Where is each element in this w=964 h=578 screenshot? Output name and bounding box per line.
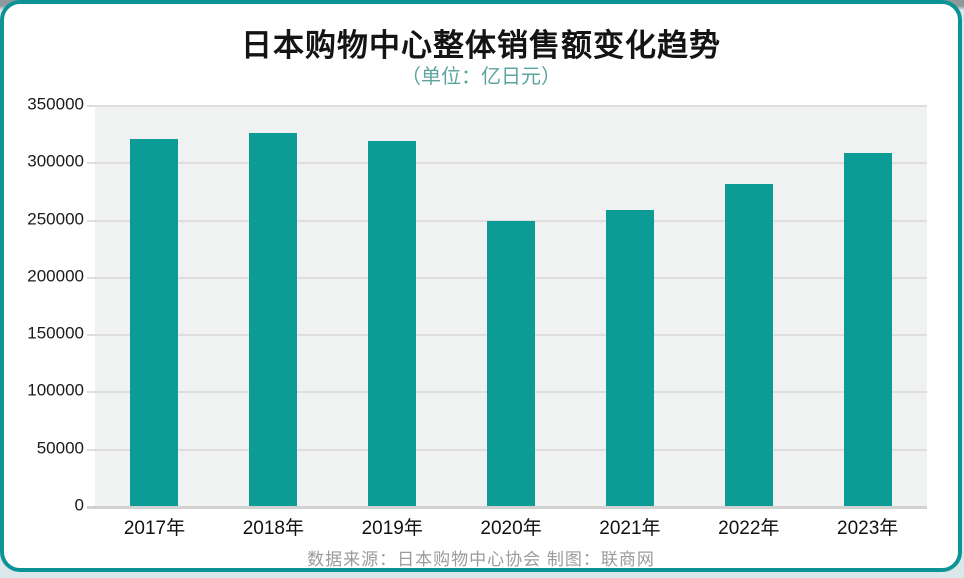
x-tick-label: 2019年 xyxy=(361,518,423,539)
y-tick-label: 350000 xyxy=(27,94,84,114)
bar-2017年 xyxy=(130,139,179,506)
x-tick-label: 2022年 xyxy=(718,518,780,539)
grid-line xyxy=(87,219,927,222)
y-tick-label: 250000 xyxy=(27,209,84,229)
baseline-stub xyxy=(87,506,95,509)
bar-2018年 xyxy=(249,132,298,506)
x-tick-label: 2017年 xyxy=(123,518,186,539)
y-tick-label: 0 xyxy=(74,495,84,515)
y-tick-label: 100000 xyxy=(27,381,84,401)
chart-subtitle: （单位：亿日元） xyxy=(401,66,561,88)
y-tick-label: 200000 xyxy=(27,266,84,286)
bar-2023年 xyxy=(843,153,892,506)
plot-area xyxy=(87,105,927,509)
bar-2020年 xyxy=(487,220,535,506)
chart-title: 日本购物中心整体销售额变化趋势 xyxy=(241,28,721,63)
y-tick-label: 50000 xyxy=(36,438,84,458)
y-tick-label: 300000 xyxy=(27,151,84,171)
bar-2021年 xyxy=(605,210,654,506)
x-tick-label: 2018年 xyxy=(242,518,304,539)
grid-line xyxy=(87,162,927,165)
x-tick-label: 2020年 xyxy=(480,518,542,539)
x-tick-label: 2023年 xyxy=(837,518,899,539)
bar-2019年 xyxy=(368,140,417,506)
source-note: 数据来源：日本购物中心协会 制图：联商网 xyxy=(307,550,655,569)
bar-2022年 xyxy=(724,184,773,506)
x-tick-label: 2021年 xyxy=(599,518,661,539)
grid-line xyxy=(87,105,927,107)
y-tick-label: 150000 xyxy=(27,323,84,343)
